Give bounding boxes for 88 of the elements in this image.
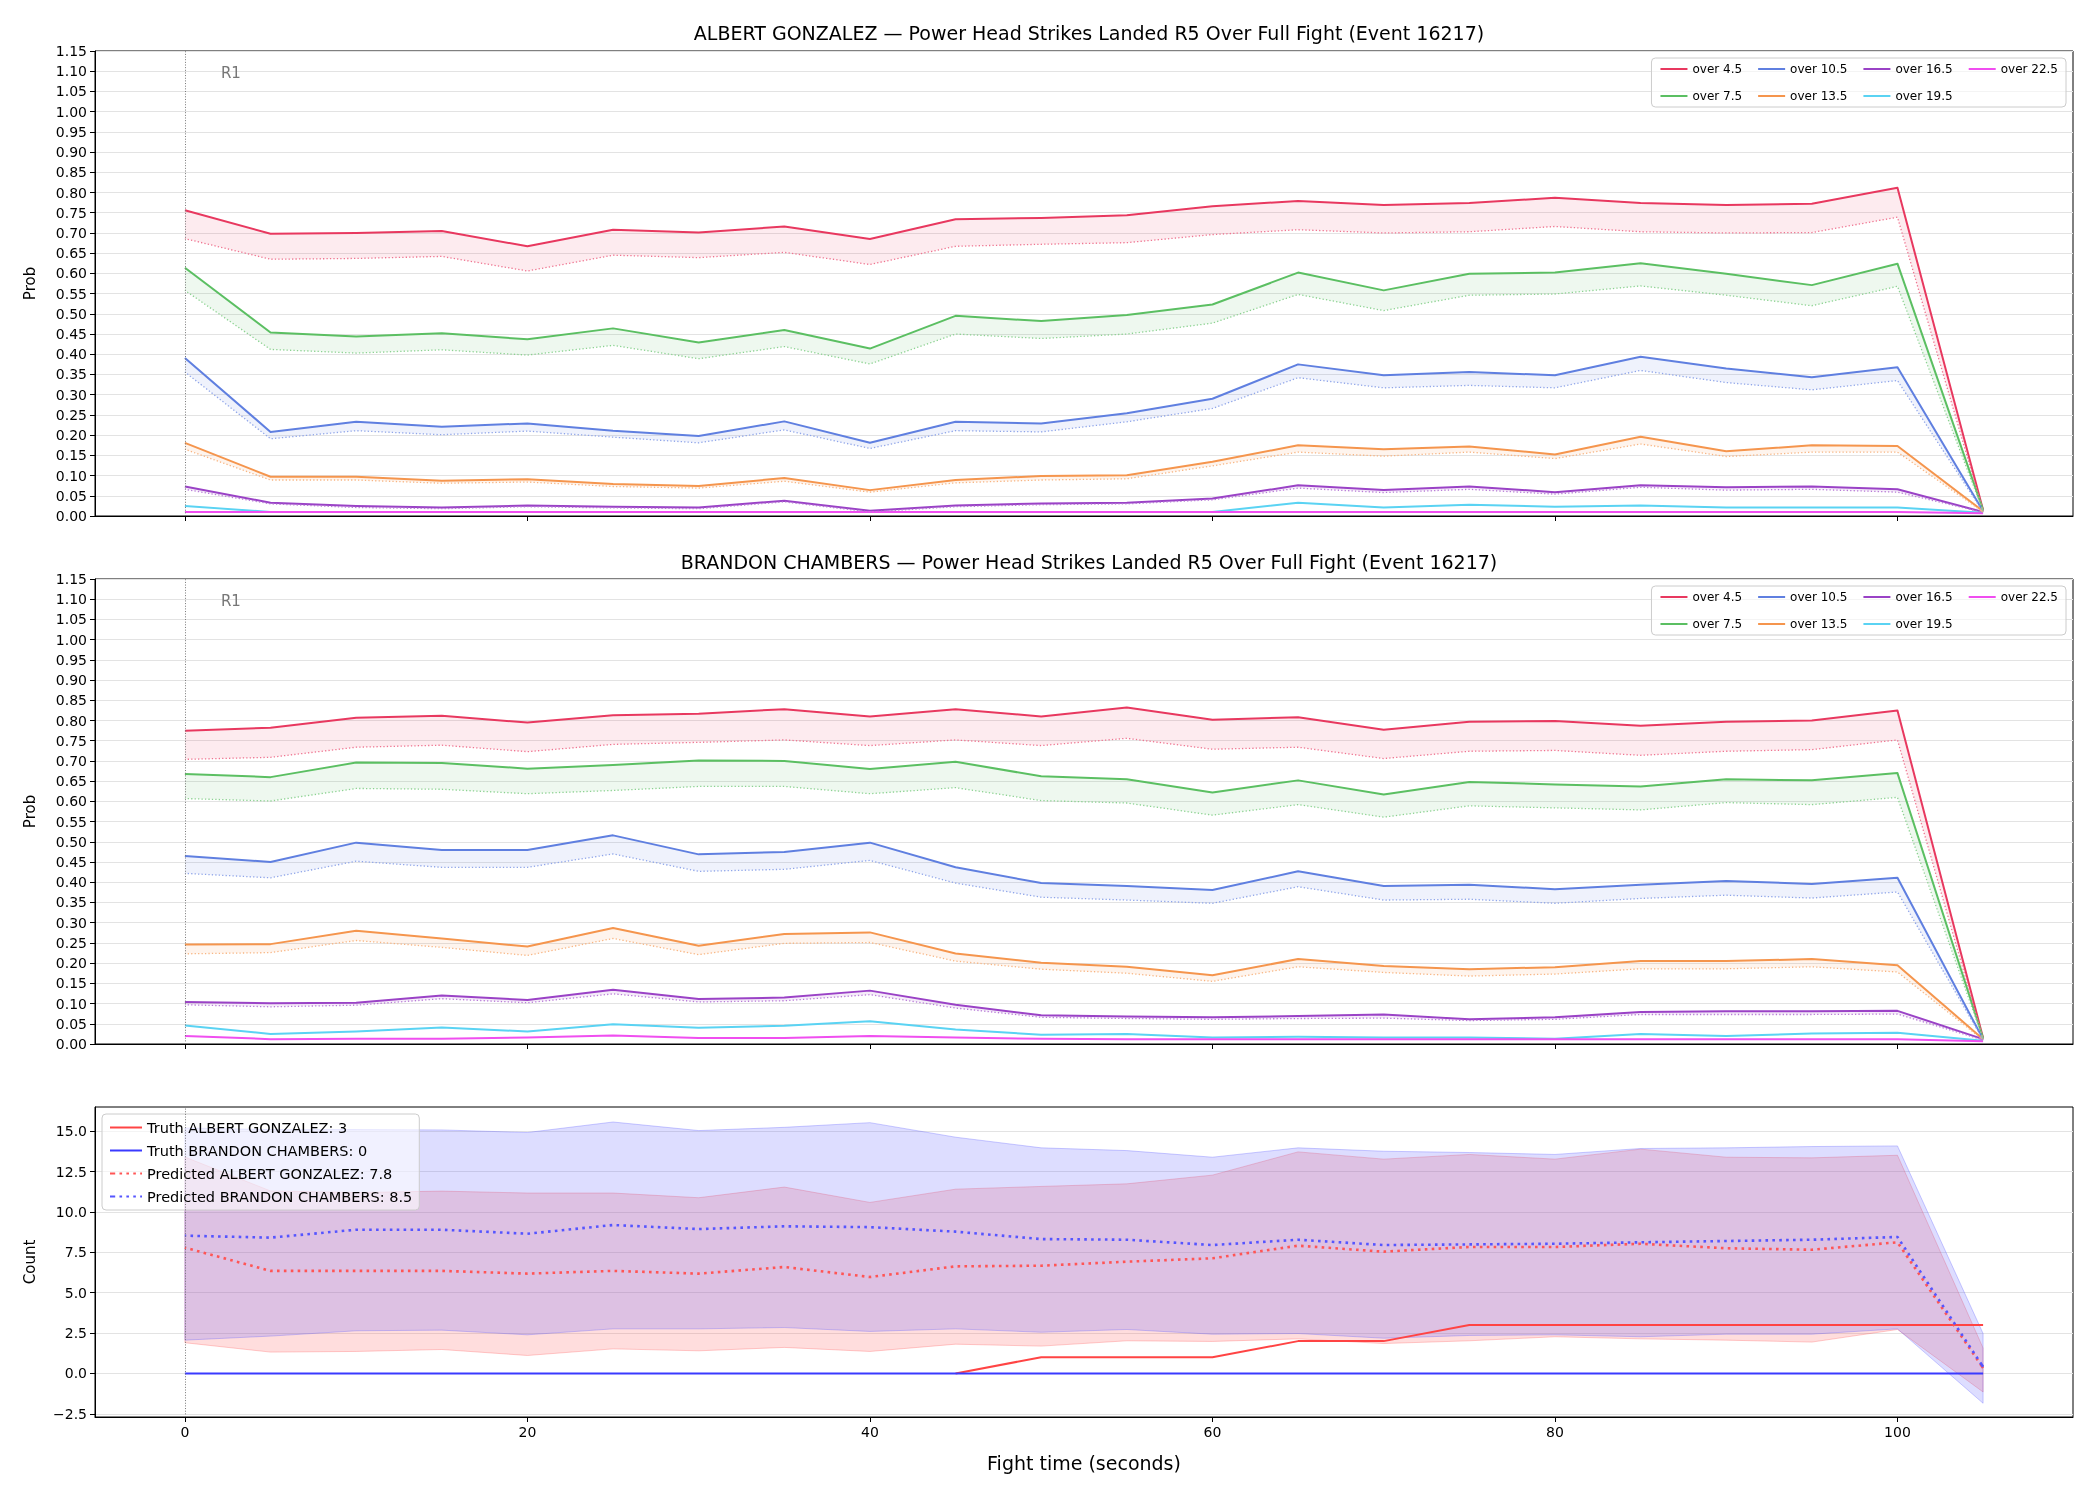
x-tick-label: 40 [861,1424,879,1440]
y-tick-label: 0.35 [55,366,87,383]
y-tick-label: 1.15 [55,571,87,587]
y-tick-label: 0.05 [55,1015,87,1032]
y-tick-label: 0.40 [55,346,87,363]
y-tick-label: 1.00 [55,631,87,648]
y-tick-label: 0.0 [64,1365,87,1382]
y-tick-label: 0.30 [55,386,87,403]
y-tick-label: 0.20 [55,427,87,444]
y-tick-label: 0.00 [55,508,87,524]
y-tick-label: 0.65 [55,773,87,790]
y-tick-label: 0.25 [55,934,87,951]
y-tick-label: 1.10 [55,63,87,80]
x-tick-label: 20 [518,1424,537,1440]
y-tick-label: 0.60 [55,793,87,810]
y-tick-label: 1.05 [55,83,87,100]
legend-label: over 16.5 [1895,590,1953,604]
x-tick-label: 80 [1546,1424,1564,1440]
y-tick-label: 5.0 [64,1284,87,1301]
y-tick-label: 0.95 [55,651,87,668]
y-tick-label: 0.40 [55,874,87,891]
y-tick-label: 0.75 [55,732,87,749]
y-tick-label: 0.00 [55,1036,87,1052]
y-tick-label: 0.85 [55,164,87,181]
y-tick-label: 0.95 [55,123,87,140]
y-tick-label: 0.10 [55,467,87,484]
y-axis-title: Prob [20,266,39,301]
y-tick-label: 0.35 [55,894,87,911]
y-tick-label: 1.10 [55,591,87,608]
y-tick-label: 0.60 [55,265,87,282]
legend-label: Predicted ALBERT GONZALEZ: 7.8 [147,1165,393,1182]
legend-label: over 13.5 [1790,617,1848,631]
y-tick-label: 0.45 [55,326,87,343]
y-tick-label: 0.50 [55,833,87,850]
y-tick-label: 0.50 [55,305,87,322]
y-tick-label: 0.55 [55,813,87,830]
y-tick-label: 0.85 [55,692,87,709]
y-tick-label: 1.05 [55,611,87,628]
legend-label: over 7.5 [1692,617,1743,631]
x-tick-label: 60 [1203,1424,1222,1440]
y-tick-label: 0.75 [55,204,87,221]
y-tick-label: 0.20 [55,955,87,972]
legend-label: over 7.5 [1692,89,1743,103]
legend-label: Predicted BRANDON CHAMBERS: 8.5 [147,1188,413,1205]
legend-label: over 10.5 [1790,62,1848,76]
y-tick-label: 2.5 [64,1325,87,1342]
y-tick-label: 0.70 [55,224,87,241]
legend-label: over 19.5 [1895,89,1953,103]
chart-title: BRANDON CHAMBERS — Power Head Strikes Landed R5 Over Full Fight (Event 16217) [680,550,1498,573]
y-tick-label: 1.00 [55,103,87,120]
y-tick-label: 0.80 [55,184,87,201]
legend-label: over 19.5 [1895,617,1953,631]
legend-label: over 13.5 [1790,89,1848,103]
x-tick-label: 0 [180,1424,190,1440]
y-tick-label: 0.90 [55,144,87,161]
y-axis-title: Count [20,1239,39,1285]
legend-label: over 16.5 [1895,62,1953,76]
x-axis-title: Fight time (seconds) [987,1451,1181,1474]
y-tick-label: 0.30 [55,914,87,931]
legend-label: over 4.5 [1692,590,1743,604]
legend-label: over 4.5 [1692,62,1743,76]
ref-line-label: R1 [220,64,241,82]
legend-label: Truth BRANDON CHAMBERS: 0 [146,1142,368,1159]
y-tick-label: 0.15 [55,447,87,464]
chart-title: ALBERT GONZALEZ — Power Head Strikes Landed R5 Over Full Fight (Event 16217) [693,21,1485,44]
legend-label: over 10.5 [1790,590,1848,604]
y-tick-label: 15.0 [55,1123,87,1140]
legend-label: over 22.5 [2000,62,2058,76]
y-tick-label: 0.65 [55,245,87,262]
y-tick-label: 0.90 [55,672,87,689]
y-tick-label: 12.5 [55,1163,87,1180]
y-tick-label: 0.70 [55,752,87,769]
ref-line-label: R1 [220,592,241,610]
y-tick-label: 0.15 [55,975,87,992]
y-tick-label: 0.25 [55,406,87,423]
y-tick-label: 0.05 [55,487,87,504]
y-tick-label: 0.80 [55,712,87,729]
legend-label: Truth ALBERT GONZALEZ: 3 [146,1119,348,1136]
y-tick-label: −2.5 [53,1405,87,1422]
y-tick-label: 0.10 [55,995,87,1012]
y-axis-title: Prob [20,794,39,829]
y-tick-label: 1.15 [55,43,87,59]
y-tick-label: 7.5 [64,1244,87,1261]
y-tick-label: 0.45 [55,854,87,871]
legend-label: over 22.5 [2000,590,2058,604]
y-tick-label: 0.55 [55,285,87,302]
x-tick-label: 100 [1884,1424,1911,1440]
y-tick-label: 10.0 [55,1203,87,1220]
